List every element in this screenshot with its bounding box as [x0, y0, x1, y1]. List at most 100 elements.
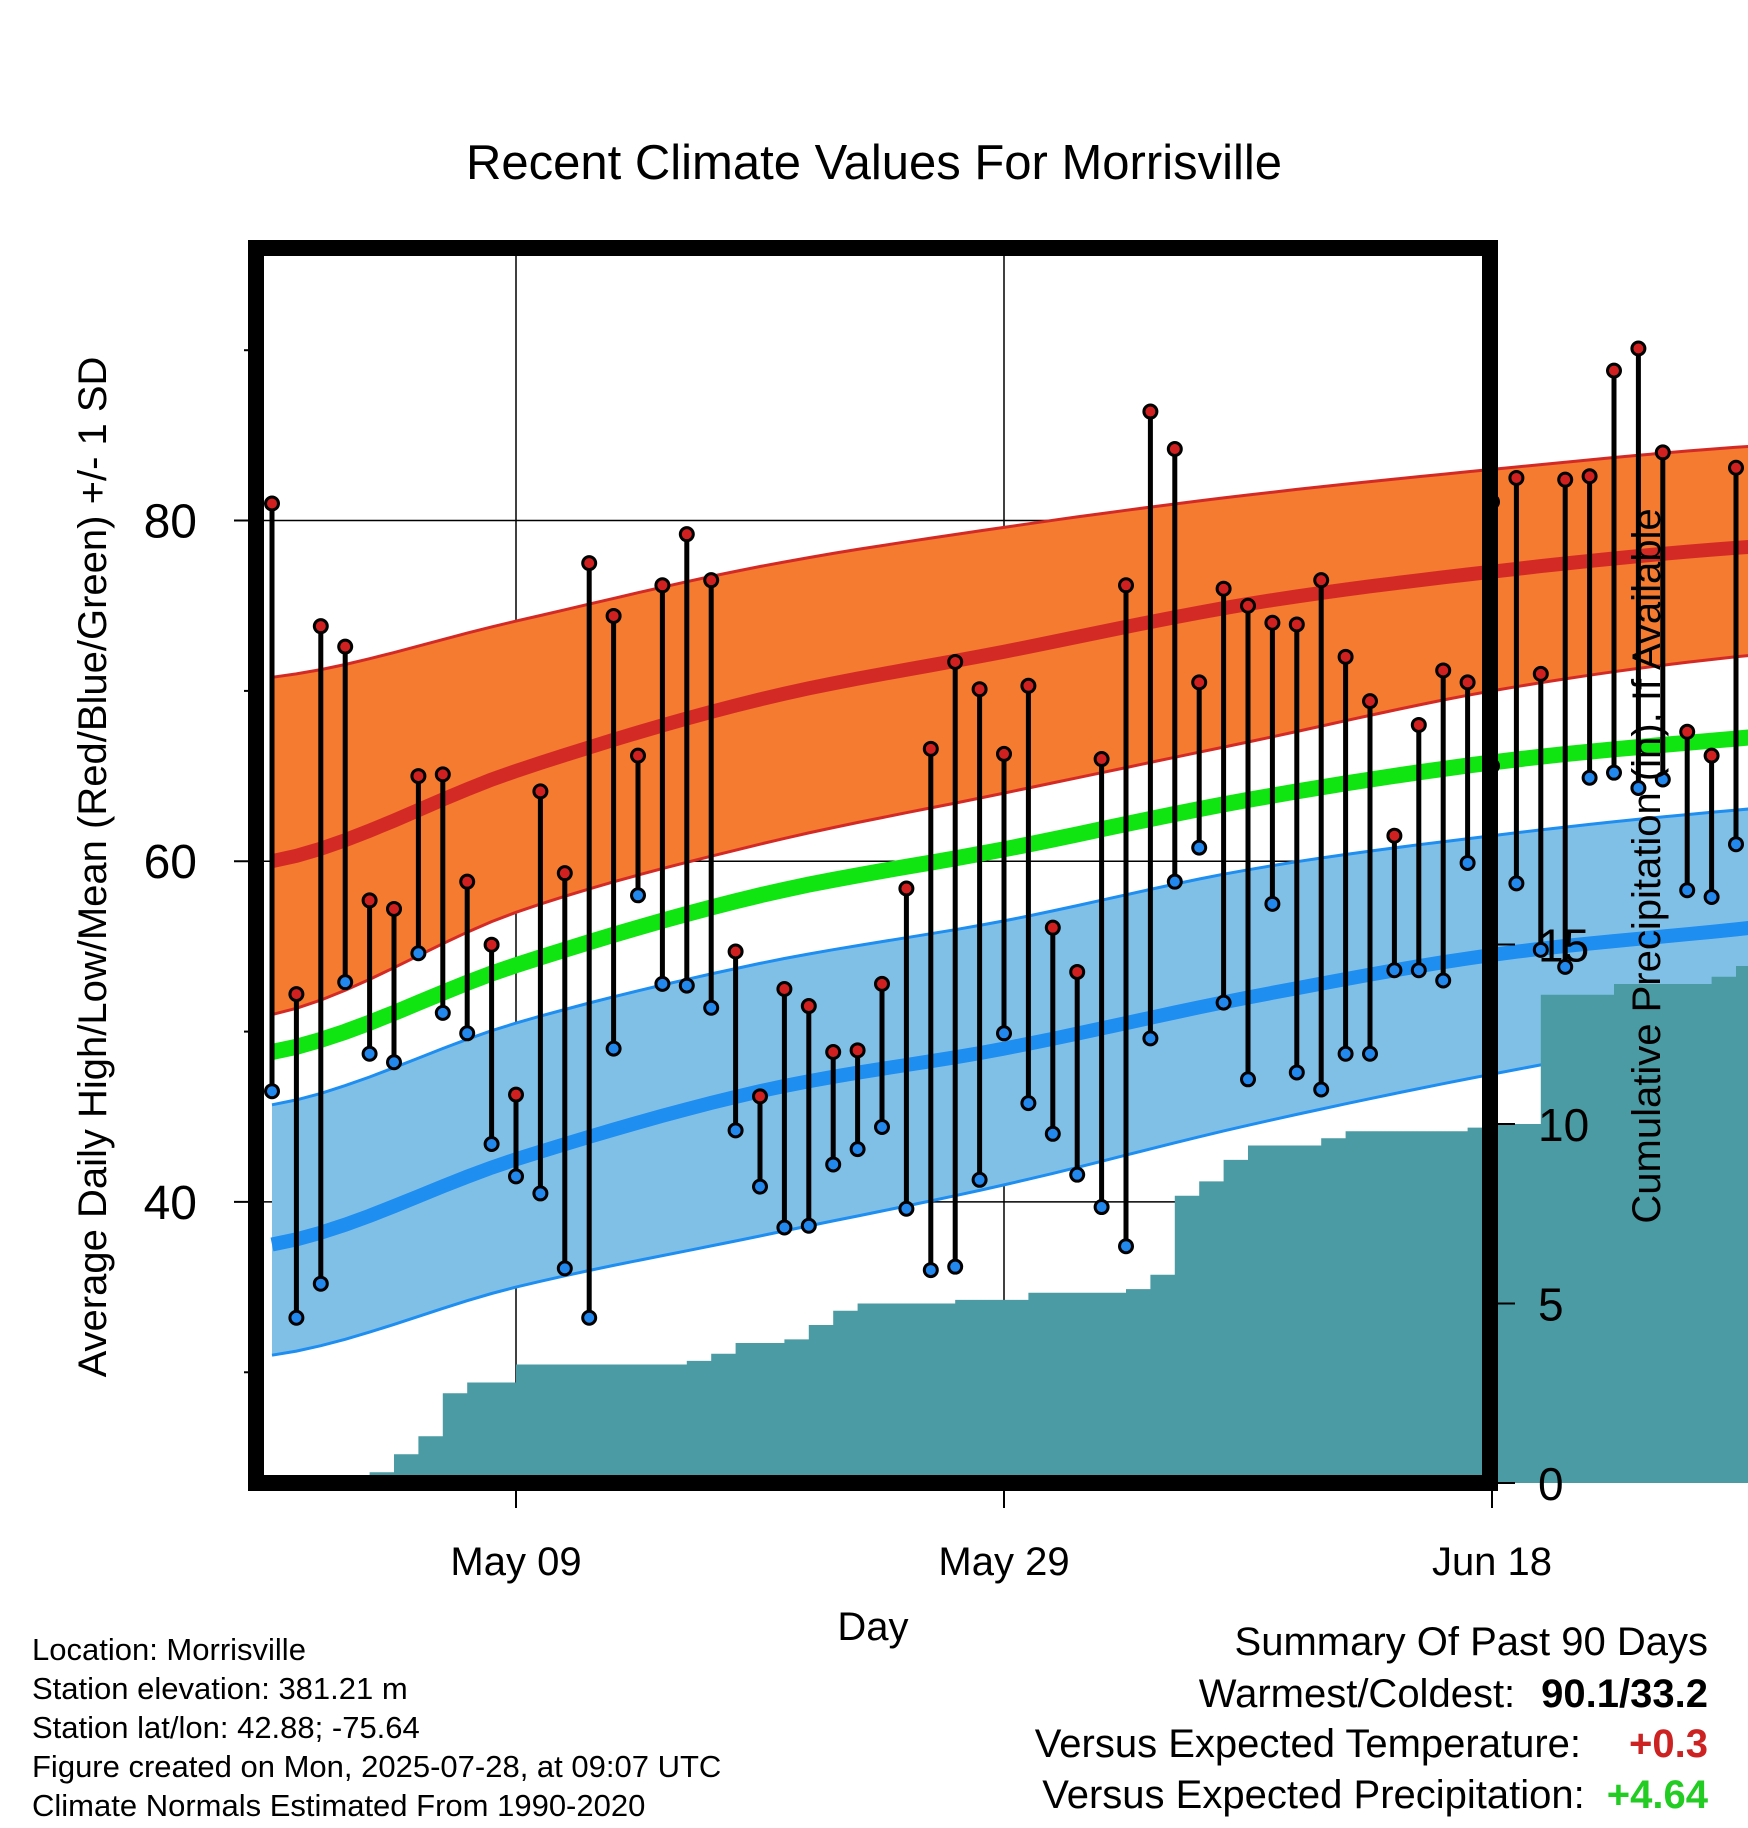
high-temp-point	[1581, 468, 1598, 485]
high-temp-point	[1020, 677, 1037, 694]
low-temp-point	[434, 1004, 451, 1021]
low-temp-point	[800, 1217, 817, 1234]
low-temp-point	[483, 1136, 500, 1153]
y-axis-label: Average Daily High/Low/Mean (Red/Blue/Gr…	[71, 357, 115, 1378]
high-temp-point	[1288, 616, 1305, 633]
y-tick-label: 60	[144, 836, 197, 889]
low-temp-point	[727, 1122, 744, 1139]
low-temp-point	[337, 974, 354, 991]
daily-points	[264, 340, 1744, 1326]
high-temp-point	[922, 740, 939, 757]
low-temp-point	[1166, 873, 1183, 890]
summary-precip-row: Versus Expected Precipitation: +4.64	[1042, 1773, 1708, 1818]
high-temp-point	[1459, 674, 1476, 691]
created-label: Figure created on Mon, 2025-07-28, at 09…	[32, 1749, 722, 1784]
y2-tick-label: 15	[1538, 919, 1589, 971]
high-temp-point	[1557, 471, 1574, 488]
low-temp-point	[922, 1262, 939, 1279]
low-temp-point	[1240, 1071, 1256, 1088]
low-temp-point	[996, 1025, 1012, 1042]
low-temp-point	[1264, 895, 1281, 912]
low-temp-point	[947, 1258, 964, 1275]
low-temp-point	[1728, 836, 1744, 853]
high-temp-point	[703, 572, 720, 589]
low-temp-point	[1020, 1095, 1037, 1112]
chart-title: Recent Climate Values For Morrisville	[466, 136, 1282, 190]
high-temp-point	[1410, 716, 1427, 733]
low-temp-point	[1288, 1064, 1305, 1081]
low-temp-point	[459, 1025, 476, 1042]
low-temp-point	[1386, 962, 1403, 979]
daily-range-bars	[269, 348, 1739, 1318]
low-temp-point	[898, 1200, 915, 1217]
summary-precip-value: +4.64	[1606, 1773, 1708, 1817]
high-temp-point	[996, 745, 1012, 762]
low-temp-point	[874, 1118, 890, 1135]
high-temp-point	[1606, 362, 1622, 379]
low-temp-point	[605, 1040, 622, 1057]
summary-precip-label: Versus Expected Precipitation:	[1042, 1773, 1585, 1817]
high-temp-point	[337, 638, 354, 655]
x-tick-label: May 09	[450, 1540, 581, 1584]
low-temp-point	[703, 999, 720, 1016]
high-temp-point	[1215, 580, 1232, 597]
low-temp-point	[1118, 1238, 1134, 1255]
high-temp-point	[752, 1088, 768, 1105]
low-temp-point	[581, 1309, 598, 1326]
high-temp-point	[776, 981, 793, 997]
high-temp-point	[361, 892, 378, 909]
low-temp-point	[849, 1141, 866, 1158]
low-temp-point	[1410, 962, 1427, 979]
low-temp-point	[1191, 839, 1208, 856]
y2-tick-label: 0	[1538, 1458, 1564, 1510]
high-temp-point	[1386, 827, 1403, 844]
low-temp-point	[678, 977, 695, 994]
high-temp-point	[1654, 444, 1671, 461]
low-temp-point	[556, 1260, 573, 1277]
low-temp-point	[654, 975, 671, 992]
high-temp-point	[727, 943, 744, 960]
low-sd-band	[272, 809, 1748, 1356]
low-temp-point	[1069, 1166, 1086, 1183]
low-temp-point	[1606, 764, 1622, 781]
high-temp-point	[630, 747, 646, 764]
low-temp-point	[752, 1178, 768, 1195]
low-temp-point	[1532, 941, 1549, 958]
high-temp-point	[264, 495, 280, 512]
low-temp-point	[386, 1054, 402, 1071]
high-temp-point	[1532, 665, 1549, 682]
low-temp-point	[971, 1171, 988, 1188]
high-temp-point	[1362, 693, 1378, 710]
location-label: Location: Morrisville	[32, 1632, 306, 1667]
high-temp-point	[605, 607, 622, 624]
low-temp-point	[1435, 972, 1452, 989]
low-temp-point	[264, 1083, 280, 1100]
low-temp-point	[410, 945, 427, 962]
y-tick-label: 40	[144, 1177, 197, 1230]
summary-warm-cold-label: Warmest/Coldest:	[1198, 1672, 1516, 1716]
plot-border	[248, 240, 1498, 1491]
low-temp-point	[1508, 875, 1525, 892]
low-temp-point	[1630, 779, 1647, 796]
high-temp-point	[1044, 919, 1061, 936]
low-temp-point	[1142, 1030, 1159, 1047]
low-temp-point	[532, 1185, 549, 1202]
normals-label: Climate Normals Estimated From 1990-2020	[32, 1788, 646, 1823]
low-temp-point	[312, 1275, 329, 1292]
high-temp-point	[581, 555, 598, 572]
y2-tick-label: 5	[1538, 1278, 1564, 1330]
low-temp-point	[1215, 994, 1232, 1011]
high-temp-point	[1508, 469, 1525, 486]
high-temp-point	[532, 783, 549, 800]
low-temp-point	[630, 887, 646, 904]
low-temp-point	[1313, 1081, 1330, 1098]
low-temp-point	[1337, 1045, 1354, 1062]
high-temp-point	[849, 1042, 866, 1059]
low-temp-point	[776, 1219, 793, 1236]
low-temp-point	[1362, 1045, 1378, 1062]
elevation-label: Station elevation: 381.21 m	[32, 1671, 408, 1706]
low-temp-point	[1679, 882, 1696, 899]
high-temp-point	[678, 526, 695, 543]
